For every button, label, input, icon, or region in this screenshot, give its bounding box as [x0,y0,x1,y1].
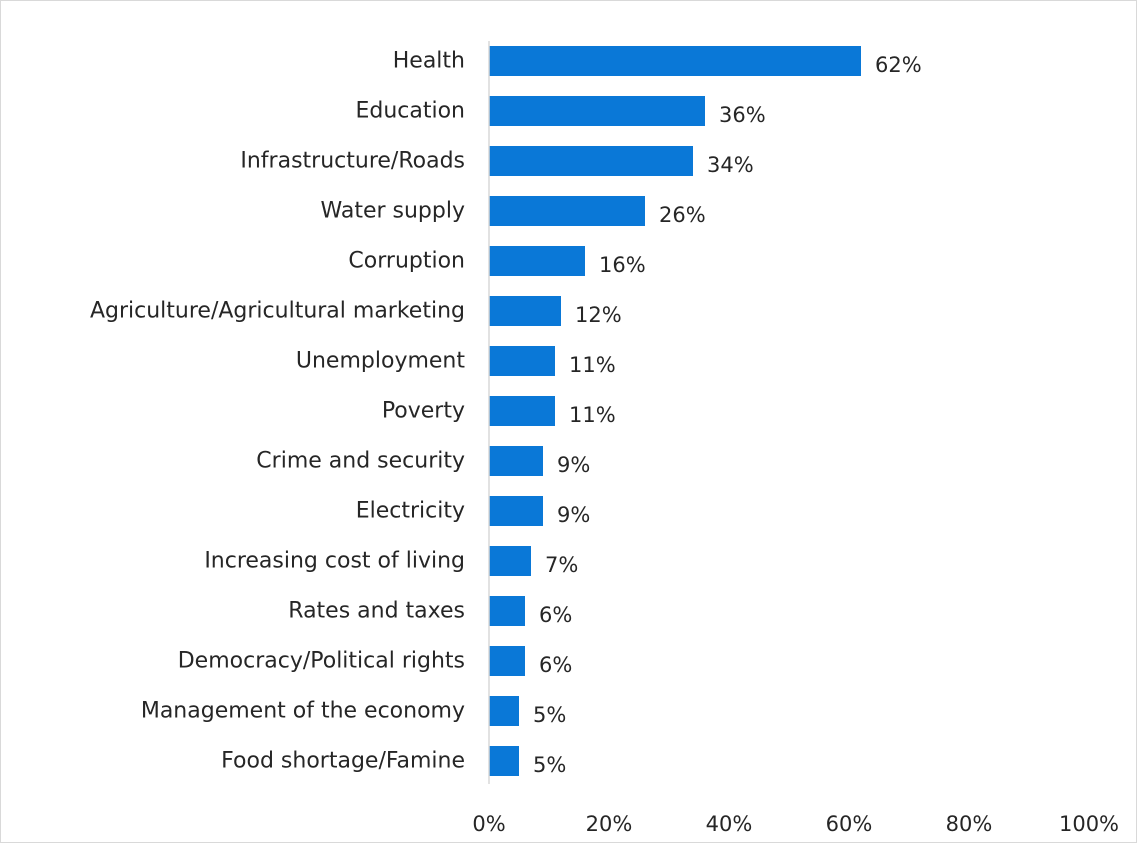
category-label-6: Unemployment [296,349,465,374]
value-label-11: 6% [539,603,572,627]
x-tick-label-1: 20% [586,812,633,836]
value-labels: 62% 36% 34% 26% 16% 12% 11% 11% 9% 9% 7% 6% 6% 5% 5% [533,53,922,777]
x-axis-tick-labels: 0% 20% 40% 60% 80% 100% [472,812,1119,836]
value-label-12: 6% [539,653,572,677]
bar-7 [489,396,555,426]
x-tick-label-0: 0% [472,812,505,836]
bar-13 [489,696,519,726]
bar-2 [489,146,693,176]
bar-10 [489,546,531,576]
value-label-9: 9% [557,503,590,527]
bar-11 [489,596,525,626]
category-label-11: Rates and taxes [288,599,465,624]
category-labels: Health Education Infrastructure/Roads Water… [90,49,465,774]
bar-9 [489,496,543,526]
bar-0 [489,46,861,76]
x-tick-label-2: 40% [706,812,753,836]
bar-4 [489,246,585,276]
category-label-7: Poverty [382,399,465,424]
value-label-2: 34% [707,153,754,177]
bar-14 [489,746,519,776]
bar-5 [489,296,561,326]
bar-3 [489,196,645,226]
x-tick-label-5: 100% [1059,812,1119,836]
category-label-5: Agriculture/Agricultural marketing [90,299,465,324]
bar-6 [489,346,555,376]
value-label-6: 11% [569,353,616,377]
category-label-10: Increasing cost of living [204,549,465,574]
category-label-4: Corruption [348,249,465,274]
bar-8 [489,446,543,476]
category-label-13: Management of the economy [141,699,465,724]
category-label-1: Education [355,99,465,124]
category-label-3: Water supply [321,199,466,224]
category-label-0: Health [393,49,465,74]
category-label-8: Crime and security [256,449,465,474]
value-label-5: 12% [575,303,622,327]
x-tick-label-4: 80% [946,812,993,836]
category-label-12: Democracy/Political rights [178,649,465,674]
value-label-14: 5% [533,753,566,777]
value-label-4: 16% [599,253,646,277]
value-label-0: 62% [875,53,922,77]
value-label-13: 5% [533,703,566,727]
category-label-14: Food shortage/Famine [221,749,465,774]
value-label-10: 7% [545,553,578,577]
category-label-2: Infrastructure/Roads [240,149,465,174]
bars-layer [489,46,861,776]
value-label-8: 9% [557,453,590,477]
value-label-7: 11% [569,403,616,427]
value-label-3: 26% [659,203,706,227]
bar-1 [489,96,705,126]
value-label-1: 36% [719,103,766,127]
x-tick-label-3: 60% [826,812,873,836]
category-label-9: Electricity [356,499,465,524]
bar-12 [489,646,525,676]
